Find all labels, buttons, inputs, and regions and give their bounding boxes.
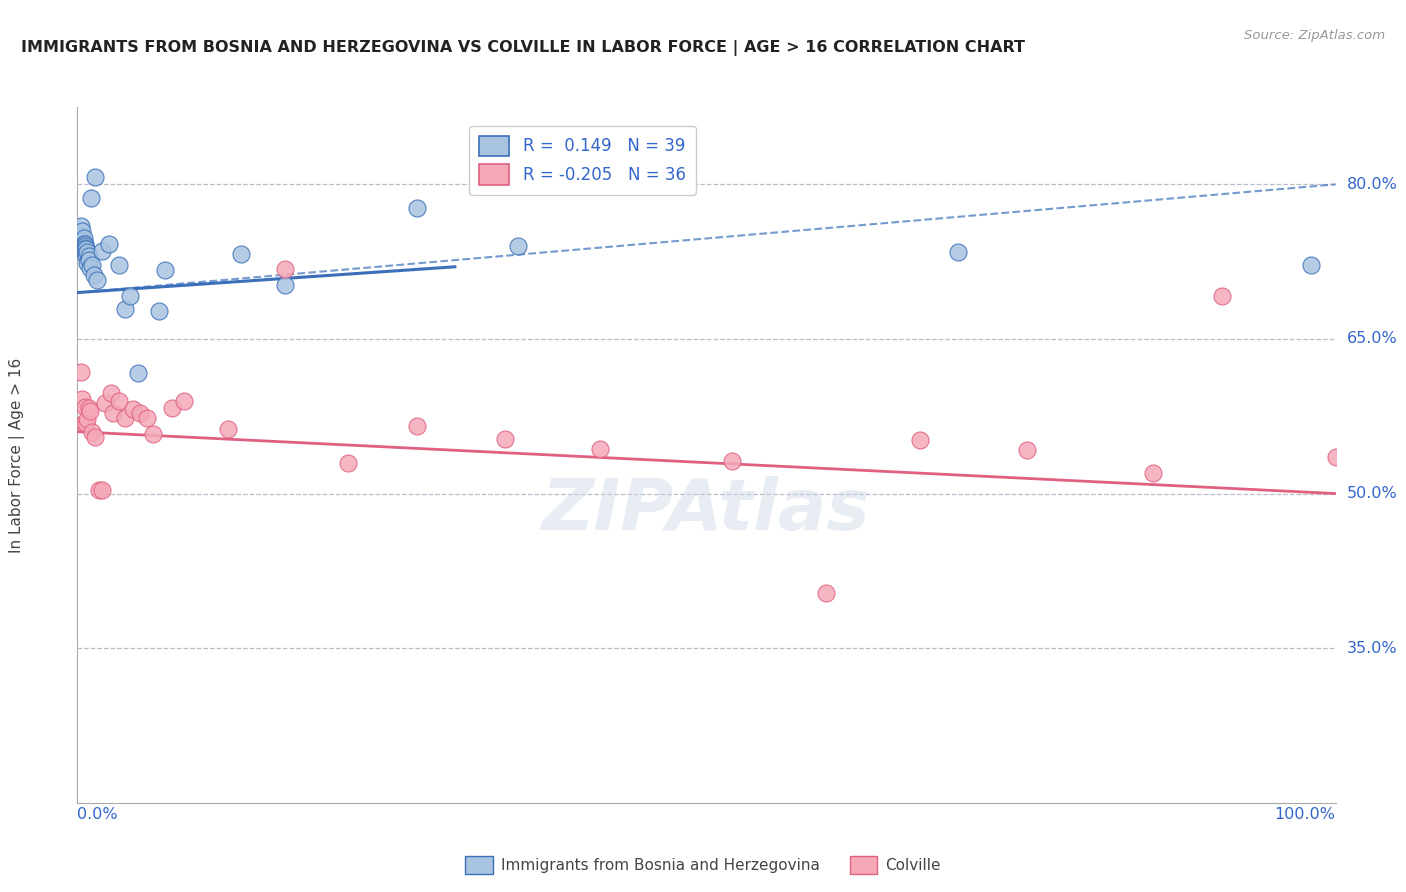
Text: In Labor Force | Age > 16: In Labor Force | Age > 16	[8, 358, 25, 552]
Point	[73, 239, 96, 253]
Point	[910, 433, 932, 447]
Point	[815, 585, 838, 599]
Point	[86, 273, 108, 287]
Point	[120, 288, 142, 302]
Point	[108, 393, 131, 408]
Text: 0.0%: 0.0%	[77, 807, 118, 822]
Text: Source: ZipAtlas.com: Source: ZipAtlas.com	[1244, 29, 1385, 42]
Point	[406, 201, 429, 215]
Point	[1324, 450, 1347, 465]
Point	[73, 237, 96, 252]
Point	[494, 432, 516, 446]
Point	[77, 401, 100, 415]
Text: ZIPAtlas: ZIPAtlas	[543, 476, 870, 545]
Point	[82, 258, 104, 272]
Point	[84, 430, 107, 444]
Point	[114, 301, 136, 316]
Point	[108, 258, 131, 272]
Point	[97, 237, 120, 252]
Point	[70, 219, 93, 233]
Point	[75, 250, 97, 264]
Point	[506, 239, 529, 253]
Point	[114, 411, 136, 425]
Point	[274, 278, 297, 293]
Legend: Immigrants from Bosnia and Herzegovina, Colville: Immigrants from Bosnia and Herzegovina, …	[460, 850, 946, 880]
Point	[70, 365, 93, 379]
Point	[142, 426, 165, 441]
Point	[91, 483, 114, 498]
Point	[948, 245, 970, 260]
Point	[80, 191, 103, 205]
Point	[87, 483, 110, 498]
Legend: R =  0.149   N = 39, R = -0.205   N = 36: R = 0.149 N = 39, R = -0.205 N = 36	[470, 126, 696, 194]
Point	[83, 268, 105, 282]
Point	[72, 239, 94, 253]
Point	[77, 250, 100, 264]
Point	[75, 247, 97, 261]
Point	[73, 400, 96, 414]
Text: IMMIGRANTS FROM BOSNIA AND HERZEGOVINA VS COLVILLE IN LABOR FORCE | AGE > 16 COR: IMMIGRANTS FROM BOSNIA AND HERZEGOVINA V…	[21, 40, 1025, 56]
Point	[173, 393, 195, 408]
Point	[77, 252, 100, 267]
Point	[100, 385, 122, 400]
Point	[84, 170, 107, 185]
Point	[72, 392, 94, 406]
Point	[274, 261, 297, 276]
Point	[91, 244, 114, 259]
Point	[82, 425, 104, 439]
Text: 35.0%: 35.0%	[1347, 640, 1398, 656]
Text: 50.0%: 50.0%	[1347, 486, 1398, 501]
Point	[72, 231, 94, 245]
Point	[229, 247, 252, 261]
Point	[101, 406, 124, 420]
Point	[406, 418, 429, 433]
Point	[121, 402, 143, 417]
Point	[148, 304, 170, 318]
Point	[94, 396, 117, 410]
Point	[79, 404, 101, 418]
Point	[160, 401, 183, 415]
Text: 100.0%: 100.0%	[1275, 807, 1336, 822]
Point	[72, 241, 94, 255]
Point	[127, 366, 149, 380]
Point	[1211, 288, 1233, 302]
Point	[129, 406, 152, 420]
Point	[1017, 443, 1039, 458]
Point	[1299, 258, 1322, 272]
Point	[73, 241, 96, 255]
Point	[588, 442, 610, 457]
Point	[72, 237, 94, 252]
Point	[72, 224, 94, 238]
Text: 80.0%: 80.0%	[1347, 177, 1398, 192]
Point	[155, 263, 177, 277]
Point	[76, 255, 98, 269]
Point	[217, 422, 239, 436]
Point	[75, 242, 97, 256]
Point	[72, 234, 94, 248]
Text: 65.0%: 65.0%	[1347, 332, 1398, 346]
Point	[72, 417, 94, 431]
Point	[336, 456, 359, 470]
Point	[720, 453, 742, 467]
Point	[73, 244, 96, 259]
Point	[76, 245, 98, 260]
Point	[75, 417, 97, 431]
Point	[79, 260, 101, 275]
Point	[70, 228, 93, 243]
Point	[1142, 466, 1164, 480]
Point	[76, 412, 98, 426]
Point	[135, 411, 157, 425]
